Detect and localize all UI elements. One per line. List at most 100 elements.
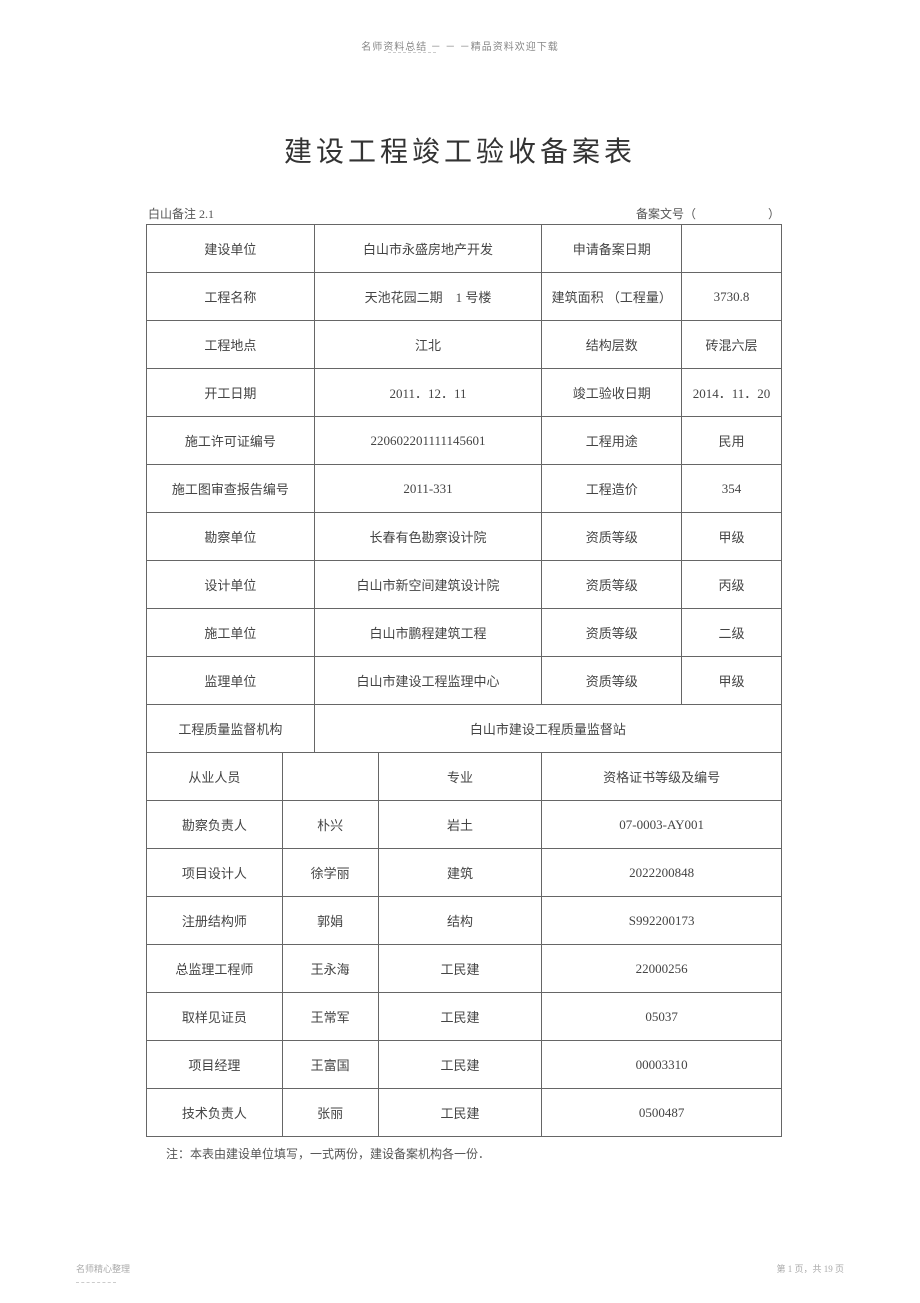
cell-c4: 砖混六层 [682,321,782,369]
cell-c4: S992200173 [542,897,782,945]
page-number: 第 1 页，共 19 页 [776,1262,844,1275]
table-row: 设计单位白山市新空间建筑设计院资质等级丙级 [147,561,782,609]
supervision-value: 白山市建设工程质量监督站 [314,705,781,753]
cell-c2: 2011．12．11 [314,369,542,417]
cell-c2: 220602201111145601 [314,417,542,465]
cell-c1: 技术负责人 [147,1089,283,1137]
cell-c1: 注册结构师 [147,897,283,945]
cell-c3: 工民建 [378,993,542,1041]
cell-c2: 白山市永盛房地产开发 [314,225,542,273]
cell-c1: 取样见证员 [147,993,283,1041]
cell-c4: 甲级 [682,513,782,561]
cell-c4: 民用 [682,417,782,465]
personnel-header-c4: 资格证书等级及编号 [542,753,782,801]
table-row: 工程地点江北结构层数砖混六层 [147,321,782,369]
cell-c3: 结构 [378,897,542,945]
cell-c4: 05037 [542,993,782,1041]
cell-c3: 工民建 [378,945,542,993]
cell-c2: 王永海 [282,945,378,993]
header-underline [388,52,436,53]
cell-c4: 2022200848 [542,849,782,897]
filing-table: 建设单位白山市永盛房地产开发申请备案日期工程名称天池花园二期 1 号楼建筑面积 … [146,224,782,753]
cell-c1: 开工日期 [147,369,315,417]
cell-c4: 0500487 [542,1089,782,1137]
footer-note: 注：本表由建设单位填写，一式两份，建设备案机构各一份． [166,1145,490,1162]
cell-c1: 勘察负责人 [147,801,283,849]
cell-c2: 江北 [314,321,542,369]
cell-c2: 徐学丽 [282,849,378,897]
personnel-header-c2 [282,753,378,801]
cell-c1: 施工单位 [147,609,315,657]
table-row: 施工许可证编号220602201111145601工程用途民用 [147,417,782,465]
meta-row: 白山备注 2.1 备案文号（ ） [148,205,780,222]
cell-c1: 建设单位 [147,225,315,273]
cell-c4: 丙级 [682,561,782,609]
cell-c2: 朴兴 [282,801,378,849]
table-row: 监理单位白山市建设工程监理中心资质等级甲级 [147,657,782,705]
table-row: 工程名称天池花园二期 1 号楼建筑面积 （工程量）3730.8 [147,273,782,321]
cell-c4 [682,225,782,273]
cell-c2: 郭娟 [282,897,378,945]
cell-c3: 建筑面积 （工程量） [542,273,682,321]
table-row: 项目设计人徐学丽建筑2022200848 [147,849,782,897]
cell-c4: 22000256 [542,945,782,993]
supervision-row: 工程质量监督机构 白山市建设工程质量监督站 [147,705,782,753]
cell-c1: 施工许可证编号 [147,417,315,465]
cell-c4: 二级 [682,609,782,657]
cell-c3: 资质等级 [542,609,682,657]
table-row: 施工单位白山市鹏程建筑工程资质等级二级 [147,609,782,657]
meta-left: 白山备注 2.1 [148,205,214,222]
cell-c2: 白山市建设工程监理中心 [314,657,542,705]
cell-c3: 工程造价 [542,465,682,513]
table-row: 技术负责人张丽工民建0500487 [147,1089,782,1137]
cell-c1: 项目经理 [147,1041,283,1089]
cell-c1: 工程名称 [147,273,315,321]
cell-c4: 07-0003-AY001 [542,801,782,849]
cell-c2: 王富国 [282,1041,378,1089]
table-row: 施工图审查报告编号2011-331工程造价354 [147,465,782,513]
supervision-label: 工程质量监督机构 [147,705,315,753]
table-row: 总监理工程师王永海工民建22000256 [147,945,782,993]
personnel-header-c1: 从业人员 [147,753,283,801]
cell-c3: 资质等级 [542,513,682,561]
cell-c2: 张丽 [282,1089,378,1137]
cell-c3: 岩土 [378,801,542,849]
cell-c3: 工程用途 [542,417,682,465]
cell-c1: 勘察单位 [147,513,315,561]
table-row: 开工日期2011．12．11竣工验收日期2014．11．20 [147,369,782,417]
cell-c1: 施工图审查报告编号 [147,465,315,513]
table-row: 取样见证员王常军工民建05037 [147,993,782,1041]
personnel-header-row: 从业人员 专业 资格证书等级及编号 [147,753,782,801]
table-row: 项目经理王富国工民建00003310 [147,1041,782,1089]
table-row: 勘察负责人朴兴岩土07-0003-AY001 [147,801,782,849]
cell-c2: 天池花园二期 1 号楼 [314,273,542,321]
cell-c1: 项目设计人 [147,849,283,897]
cell-c2: 2011-331 [314,465,542,513]
table-row: 注册结构师郭娟结构S992200173 [147,897,782,945]
bottom-left-underline [76,1282,116,1283]
cell-c3: 建筑 [378,849,542,897]
cell-c2: 白山市鹏程建筑工程 [314,609,542,657]
cell-c3: 竣工验收日期 [542,369,682,417]
cell-c4: 354 [682,465,782,513]
page-title: 建设工程竣工验收备案表 [0,130,920,170]
cell-c1: 工程地点 [147,321,315,369]
cell-c3: 资质等级 [542,561,682,609]
bottom-left-note: 名师精心整理 [76,1262,130,1275]
cell-c1: 监理单位 [147,657,315,705]
cell-c3: 结构层数 [542,321,682,369]
cell-c3: 工民建 [378,1041,542,1089]
personnel-header-c3: 专业 [378,753,542,801]
table-row: 勘察单位长春有色勘察设计院资质等级甲级 [147,513,782,561]
personnel-table: 从业人员 专业 资格证书等级及编号 勘察负责人朴兴岩土07-0003-AY001… [146,752,782,1137]
cell-c3: 工民建 [378,1089,542,1137]
table-row: 建设单位白山市永盛房地产开发申请备案日期 [147,225,782,273]
cell-c3: 申请备案日期 [542,225,682,273]
cell-c1: 设计单位 [147,561,315,609]
cell-c4: 3730.8 [682,273,782,321]
cell-c4: 甲级 [682,657,782,705]
header-note: 名师资料总结 － － －精品资料欢迎下载 [361,38,559,53]
cell-c2: 白山市新空间建筑设计院 [314,561,542,609]
cell-c1: 总监理工程师 [147,945,283,993]
cell-c4: 00003310 [542,1041,782,1089]
